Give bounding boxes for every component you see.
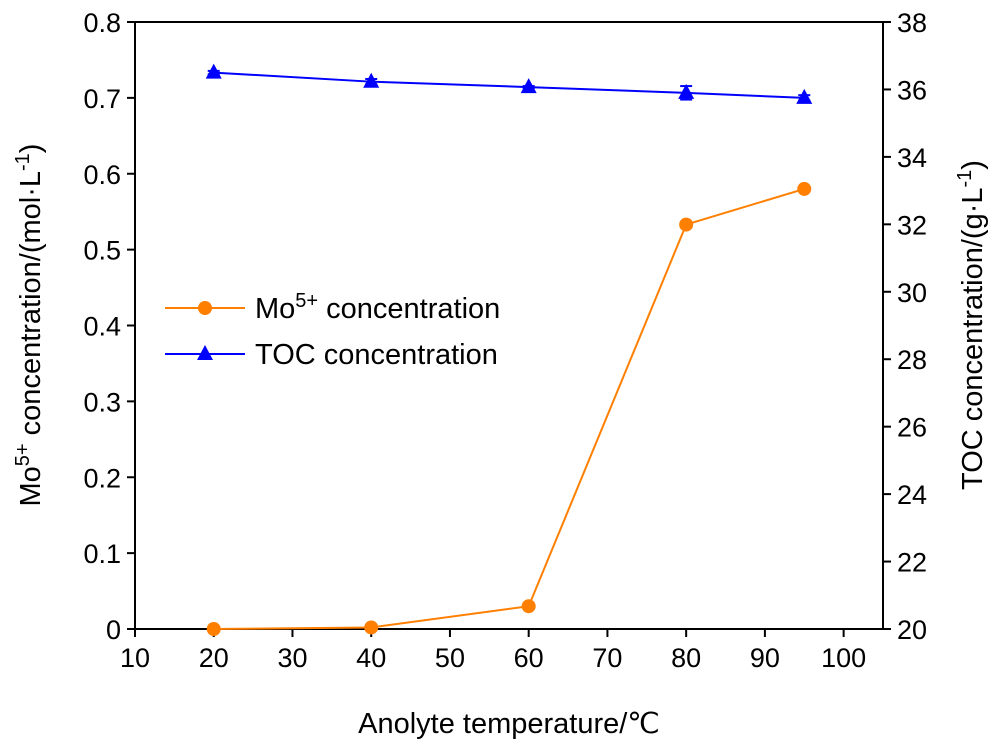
data-point-mo: [797, 181, 812, 196]
right-y-tick-label: 20: [897, 615, 927, 645]
series-line-left: [213, 187, 805, 630]
x-tick-label: 10: [120, 643, 150, 673]
left-y-tick-label: 0.1: [83, 539, 121, 569]
right-y-tick-label: 28: [897, 345, 927, 375]
x-tick-label: 30: [277, 643, 307, 673]
data-point-mo: [206, 622, 221, 636]
data-point-mo: [521, 599, 536, 614]
left-y-tick-label: 0.3: [83, 387, 121, 417]
x-tick-label: 70: [592, 643, 622, 673]
left-y-axis-label: Mo5+ concentration/(mol·L-1): [12, 144, 47, 507]
x-tick-label: 90: [750, 643, 780, 673]
x-tick-label: 50: [435, 643, 465, 673]
left-y-tick-label: 0.7: [83, 84, 121, 114]
plot-frame: [134, 21, 884, 630]
right-y-axis-label: TOC concentration/(g·L-1): [954, 160, 989, 490]
legend-marker-toc: [197, 345, 213, 360]
series-line-right: [213, 71, 805, 99]
right-y-tick-label: 26: [897, 413, 927, 443]
right-y-tick-label: 32: [897, 210, 927, 240]
right-y-tick-label: 34: [897, 143, 927, 173]
left-y-tick-label: 0.4: [83, 312, 121, 342]
right-y-tick-label: 24: [897, 480, 927, 510]
data-point-mo: [679, 217, 694, 232]
data-point-toc: [520, 78, 537, 94]
x-tick-label: 100: [821, 643, 866, 673]
left-y-tick-label: 0.2: [83, 463, 121, 493]
right-y-tick-label: 30: [897, 278, 927, 308]
data-point-toc: [205, 63, 222, 79]
legend-label-mo: Mo5+ concentration: [255, 290, 500, 325]
left-y-tick-label: 0: [106, 615, 121, 645]
x-tick-label: 60: [514, 643, 544, 673]
right-y-tick-label: 22: [897, 548, 927, 578]
left-y-tick-label: 0.5: [83, 236, 121, 266]
legend-label-toc: TOC concentration: [255, 339, 498, 371]
right-y-tick-label: 36: [897, 75, 927, 105]
data-point-toc: [678, 83, 695, 99]
right-y-tick-label: 38: [897, 8, 927, 38]
left-y-tick-label: 0.8: [83, 8, 121, 38]
left-y-tick-label: 0.6: [83, 160, 121, 190]
data-point-toc: [796, 88, 813, 104]
x-axis-label: Anolyte temperature/℃: [358, 708, 660, 740]
x-tick-label: 40: [356, 643, 386, 673]
legend: Mo5+ concentration TOC concentration: [165, 290, 500, 371]
data-point-toc: [363, 72, 380, 88]
x-tick-label: 80: [671, 643, 701, 673]
x-tick-label: 20: [199, 643, 229, 673]
legend-marker-mo: [198, 301, 212, 315]
data-point-mo: [364, 620, 379, 635]
